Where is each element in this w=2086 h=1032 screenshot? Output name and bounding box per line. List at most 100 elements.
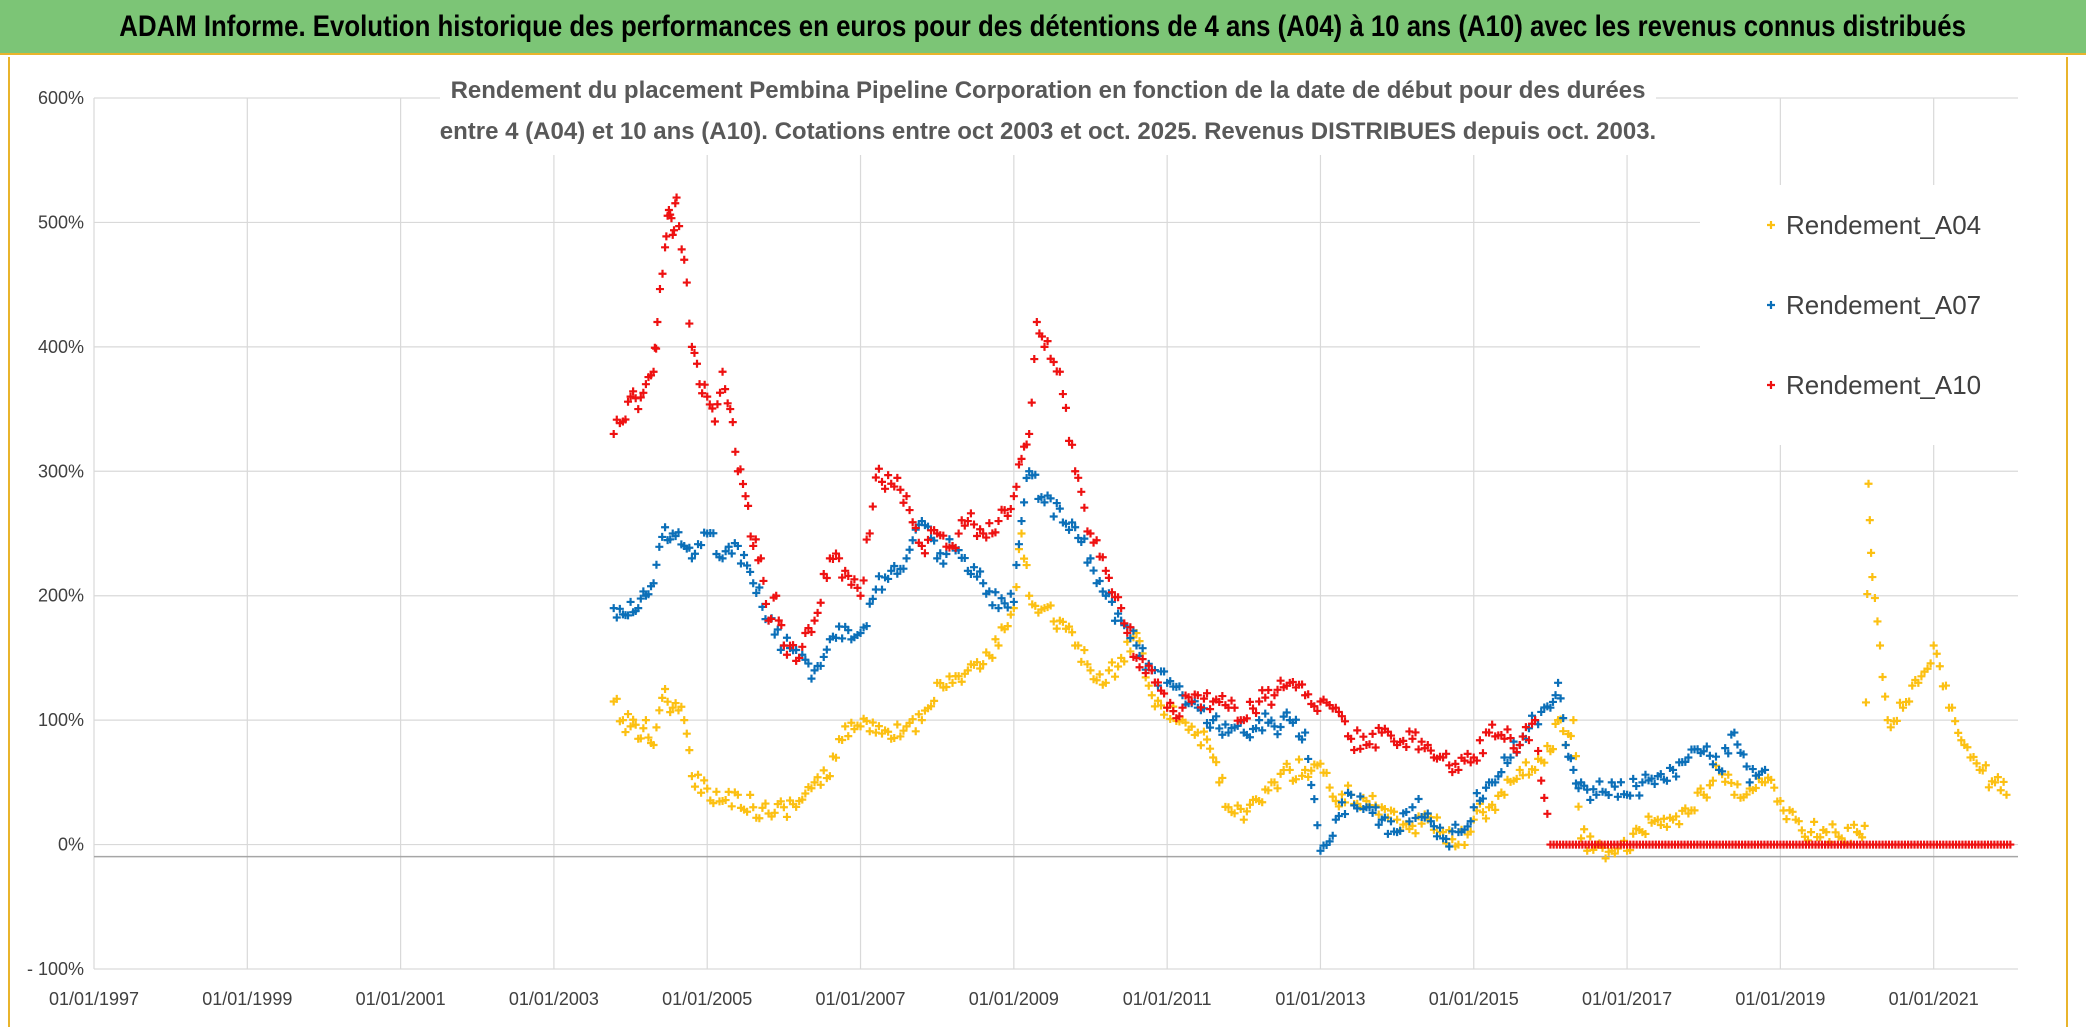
data-point	[1313, 821, 1322, 830]
data-point	[1610, 782, 1619, 791]
data-point	[1304, 772, 1313, 781]
data-point	[1948, 703, 1957, 712]
data-point	[1218, 730, 1227, 739]
data-point	[1209, 753, 1218, 762]
data-point	[1187, 722, 1196, 731]
data-point	[1727, 779, 1736, 788]
data-point	[749, 803, 758, 812]
data-point	[865, 529, 874, 538]
data-point	[1794, 817, 1803, 826]
data-point	[1914, 678, 1923, 687]
data-point	[1595, 777, 1604, 786]
data-point	[1215, 778, 1224, 787]
y-tick-label: 0%	[58, 835, 84, 855]
data-point	[1037, 493, 1046, 502]
data-point	[609, 429, 618, 438]
data-point	[1337, 798, 1346, 807]
data-point	[1147, 666, 1156, 675]
x-tick-label: 01/01/2003	[509, 989, 599, 1009]
data-point	[675, 222, 684, 231]
data-point	[1294, 755, 1303, 764]
data-point	[1101, 678, 1110, 687]
data-point	[1399, 736, 1408, 745]
data-point	[1860, 821, 1869, 830]
data-point	[994, 604, 1003, 613]
data-point	[776, 797, 785, 806]
data-point	[1724, 749, 1733, 758]
data-point	[1999, 777, 2008, 786]
data-point	[841, 566, 850, 575]
data-point	[1212, 712, 1221, 721]
data-point	[862, 716, 871, 725]
data-point	[1055, 504, 1064, 513]
data-point	[636, 393, 645, 402]
data-point	[1107, 658, 1116, 667]
data-point	[743, 561, 752, 570]
data-point	[1782, 815, 1791, 824]
data-point	[1770, 783, 1779, 792]
data-point	[816, 780, 825, 789]
data-point	[816, 598, 825, 607]
data-point	[1386, 731, 1395, 740]
data-point	[1114, 662, 1123, 671]
data-point	[1114, 609, 1123, 618]
data-point	[1356, 744, 1365, 753]
data-point	[896, 485, 905, 494]
data-point	[1371, 803, 1380, 812]
data-point	[1120, 657, 1129, 666]
data-point	[1199, 694, 1208, 703]
data-point	[1307, 780, 1316, 789]
data-point	[641, 380, 650, 389]
data-point	[1566, 732, 1575, 741]
data-point	[612, 694, 621, 703]
data-point	[1347, 790, 1356, 799]
data-point	[773, 625, 782, 634]
data-point	[856, 591, 865, 600]
data-point	[1408, 803, 1417, 812]
data-point	[1761, 765, 1770, 774]
data-point	[1408, 821, 1417, 830]
data-point	[1331, 797, 1340, 806]
data-point	[677, 245, 686, 254]
data-point	[1616, 778, 1625, 787]
data-point	[1577, 834, 1586, 843]
data-point	[1681, 757, 1690, 766]
data-point	[1270, 778, 1279, 787]
data-point	[758, 803, 767, 812]
data-point	[1426, 746, 1435, 755]
data-point	[1071, 523, 1080, 532]
data-point	[1531, 765, 1540, 774]
data-point	[1353, 726, 1362, 735]
data-point	[868, 718, 877, 727]
data-point	[1193, 691, 1202, 700]
data-point	[1991, 778, 1999, 787]
data-point	[1482, 814, 1491, 823]
data-point	[933, 554, 942, 563]
data-point	[626, 722, 635, 731]
data-point	[865, 727, 874, 736]
data-point	[1641, 770, 1650, 779]
data-point	[661, 243, 670, 252]
data-point	[652, 560, 661, 569]
data-point	[687, 772, 696, 781]
data-point	[1984, 783, 1993, 792]
data-point	[1153, 678, 1162, 687]
data-point	[890, 482, 899, 491]
data-point	[856, 722, 865, 731]
data-point	[948, 678, 957, 687]
data-point	[911, 523, 920, 532]
data-point	[1647, 774, 1656, 783]
data-point	[724, 542, 733, 551]
series-Rendement_A07	[609, 467, 1770, 855]
data-point	[1017, 454, 1026, 463]
data-point	[1386, 817, 1395, 826]
data-point	[1040, 498, 1049, 507]
data-point	[1849, 820, 1858, 829]
data-point	[868, 594, 877, 603]
data-point	[1325, 837, 1334, 846]
data-point	[1589, 785, 1598, 794]
data-point	[1077, 487, 1086, 496]
data-point	[1873, 617, 1882, 626]
y-tick-label: 100%	[38, 710, 84, 730]
data-point	[1426, 817, 1435, 826]
